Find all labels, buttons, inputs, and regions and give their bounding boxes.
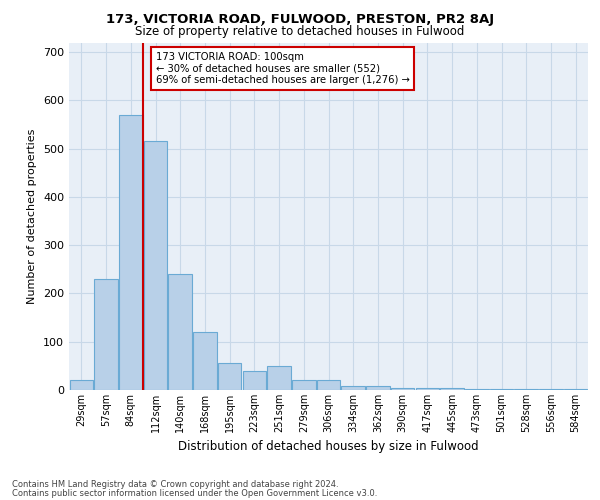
Bar: [144, 142, 167, 390]
Bar: [70, 380, 93, 390]
Text: 173 VICTORIA ROAD: 100sqm
← 30% of detached houses are smaller (552)
69% of semi: 173 VICTORIA ROAD: 100sqm ← 30% of detac…: [155, 52, 409, 86]
Bar: [119, 115, 143, 390]
Bar: [539, 388, 563, 390]
Bar: [169, 274, 192, 390]
Text: 173, VICTORIA ROAD, FULWOOD, PRESTON, PR2 8AJ: 173, VICTORIA ROAD, FULWOOD, PRESTON, PR…: [106, 12, 494, 26]
Bar: [94, 279, 118, 390]
Bar: [268, 366, 291, 390]
Bar: [218, 364, 241, 390]
X-axis label: Distribution of detached houses by size in Fulwood: Distribution of detached houses by size …: [178, 440, 479, 454]
Bar: [465, 388, 488, 390]
Text: Contains public sector information licensed under the Open Government Licence v3: Contains public sector information licen…: [12, 488, 377, 498]
Bar: [317, 380, 340, 390]
Y-axis label: Number of detached properties: Number of detached properties: [28, 128, 37, 304]
Bar: [366, 386, 389, 390]
Bar: [341, 386, 365, 390]
Bar: [514, 388, 538, 390]
Bar: [490, 388, 513, 390]
Text: Size of property relative to detached houses in Fulwood: Size of property relative to detached ho…: [136, 25, 464, 38]
Bar: [292, 380, 316, 390]
Bar: [391, 388, 415, 390]
Bar: [440, 388, 464, 390]
Bar: [242, 370, 266, 390]
Bar: [564, 388, 587, 390]
Text: Contains HM Land Registry data © Crown copyright and database right 2024.: Contains HM Land Registry data © Crown c…: [12, 480, 338, 489]
Bar: [193, 332, 217, 390]
Bar: [416, 388, 439, 390]
